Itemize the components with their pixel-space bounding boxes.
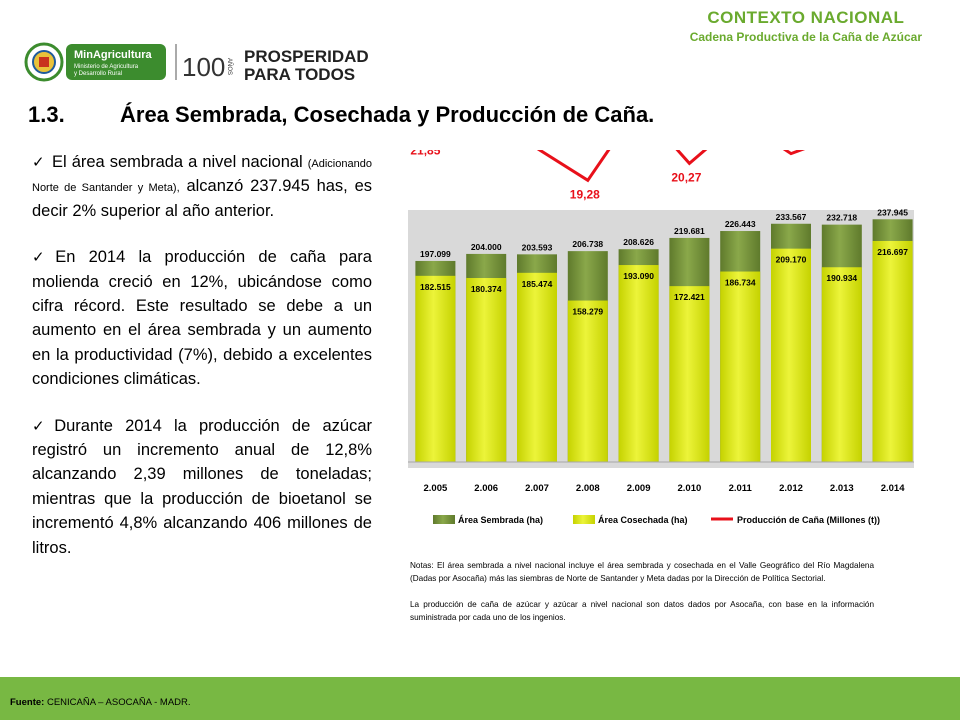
label-area-sembrada: 208.626 [623, 237, 654, 247]
bullet3-text: Durante 2014 la producción de azúcar reg… [32, 416, 372, 557]
bullets-column: ✓ El área sembrada a nivel nacional (Adi… [28, 150, 372, 560]
source-label: Fuente: [10, 697, 45, 708]
label-produccion-cana: 21,85 [410, 150, 440, 157]
bar-area-cosechada [466, 278, 507, 462]
note-2: La producción de caña de azúcar y azúcar… [410, 600, 874, 623]
checkmark-icon: ✓ [32, 249, 54, 267]
context-subtitle: Cadena Productiva de la Caña de Azúcar [689, 30, 922, 44]
bar-area-cosechada [821, 267, 862, 462]
label-area-sembrada: 197.099 [420, 249, 451, 259]
bar-area-cosechada [720, 271, 761, 462]
bar-area-cosechada [415, 275, 456, 462]
bar-area-cosechada [872, 240, 913, 462]
label-area-cosechada: 182.515 [420, 282, 451, 292]
label-area-cosechada: 158.279 [572, 307, 603, 317]
colombia-shield-icon [24, 42, 64, 82]
bullet2-text: En 2014 la producción de caña para molie… [32, 248, 372, 389]
label-area-cosechada: 216.697 [877, 247, 908, 257]
label-area-sembrada: 232.718 [826, 213, 857, 223]
x-tick-label: 2.014 [881, 483, 905, 494]
note-1: Notas: El área sembrada a nivel nacional… [410, 561, 874, 583]
legend-swatch-sembrada [433, 515, 455, 524]
x-tick-label: 2.012 [779, 483, 803, 494]
x-tick-label: 2.006 [474, 483, 498, 494]
legend-swatch-cosechada [573, 515, 595, 524]
label-produccion-cana: 19,28 [570, 187, 600, 201]
title-number: 1.3. [28, 102, 65, 127]
chart-legend: Área Sembrada (ha) Área Cosechada (ha) P… [433, 515, 880, 525]
legend-label-sembrada: Área Sembrada (ha) [458, 515, 543, 525]
x-tick-label: 2.008 [576, 483, 600, 494]
bullet1-text-small: (Adicionando Norte de Santander y Meta), [32, 158, 372, 195]
chart-notes: Notas: El área sembrada a nivel nacional… [410, 560, 874, 639]
legend-label-produccion: Producción de Caña (Millones (t)) [737, 515, 880, 525]
logos-banner: MinAgricultura Ministerio de Agricultura… [24, 42, 369, 84]
x-tick-label: 2.005 [424, 483, 448, 494]
label-area-sembrada: 219.681 [674, 226, 705, 236]
checkmark-icon: ✓ [32, 154, 45, 171]
x-tick-label: 2.010 [678, 483, 702, 494]
label-area-cosechada: 209.170 [776, 255, 807, 265]
slogan-line1: PROSPERIDAD [244, 47, 369, 66]
label-area-sembrada: 233.567 [776, 212, 807, 222]
ministry-logo-box [66, 44, 166, 80]
label-area-cosechada: 172.421 [674, 292, 705, 302]
label-area-sembrada: 204.000 [471, 242, 502, 252]
years-number: 100 [182, 52, 225, 82]
label-area-sembrada: 206.738 [572, 239, 603, 249]
bar-area-cosechada [771, 248, 811, 462]
label-area-sembrada: 203.593 [522, 242, 553, 252]
label-area-sembrada: 237.945 [877, 207, 908, 217]
x-tick-label: 2.013 [830, 483, 854, 494]
context-title: CONTEXTO NACIONAL [707, 8, 905, 27]
legend-label-cosechada: Área Cosechada (ha) [598, 515, 688, 525]
label-area-cosechada: 186.734 [725, 278, 756, 288]
footer-source: Fuente: CENICAÑA – ASOCAÑA - MADR. [10, 697, 191, 708]
checkmark-icon: ✓ [32, 417, 53, 435]
bullet1-text-b: alcanzó 237.945 has, es decir 2% superio… [32, 177, 372, 220]
years-word: AÑOS [226, 58, 233, 75]
title-text: Área Sembrada, Cosechada y Producción de… [120, 102, 655, 127]
cane-area-production-chart: 197.099 182.515 204.000 180.374 203.593 185.4… [408, 150, 914, 525]
label-area-cosechada: 193.090 [623, 271, 654, 281]
footer-bar [0, 677, 960, 720]
x-tick-label: 2.011 [729, 483, 753, 494]
bar-area-cosechada [669, 286, 710, 462]
label-area-cosechada: 185.474 [522, 279, 553, 289]
source-text: CENICAÑA – ASOCAÑA - MADR. [46, 697, 191, 708]
bullet-produccion-azucar: ✓ Durante 2014 la producción de azúcar re… [28, 414, 372, 560]
bar-area-cosechada [618, 265, 659, 462]
x-tick-label: 2.009 [627, 483, 651, 494]
bar-area-cosechada [567, 300, 608, 462]
label-area-sembrada: 226.443 [725, 219, 756, 229]
label-area-cosechada: 180.374 [471, 284, 502, 294]
ministry-name: MinAgricultura [74, 49, 152, 61]
ministry-sub1: Ministerio de Agricultura [74, 64, 139, 70]
label-produccion-cana: 20,27 [671, 170, 701, 184]
context-header: CONTEXTO NACIONAL Cadena Productiva de l… [690, 8, 922, 44]
line-produccion-cana [536, 150, 806, 183]
bar-area-cosechada [517, 272, 557, 462]
page-title: 1.3. Área Sembrada, Cosechada y Producció… [28, 102, 654, 128]
bullet-produccion-cana: ✓ En 2014 la producción de caña para moli… [28, 245, 372, 391]
x-tick-label: 2.007 [525, 483, 549, 494]
bullet1-text-a: El área sembrada a nivel nacional [52, 153, 303, 171]
slogan-line2: PARA TODOS [244, 65, 355, 84]
label-area-cosechada: 190.934 [826, 273, 857, 283]
ministry-sub2: y Desarrollo Rural [74, 71, 122, 77]
bullet-area-sembrada: ✓ El área sembrada a nivel nacional (Adi… [28, 150, 372, 223]
